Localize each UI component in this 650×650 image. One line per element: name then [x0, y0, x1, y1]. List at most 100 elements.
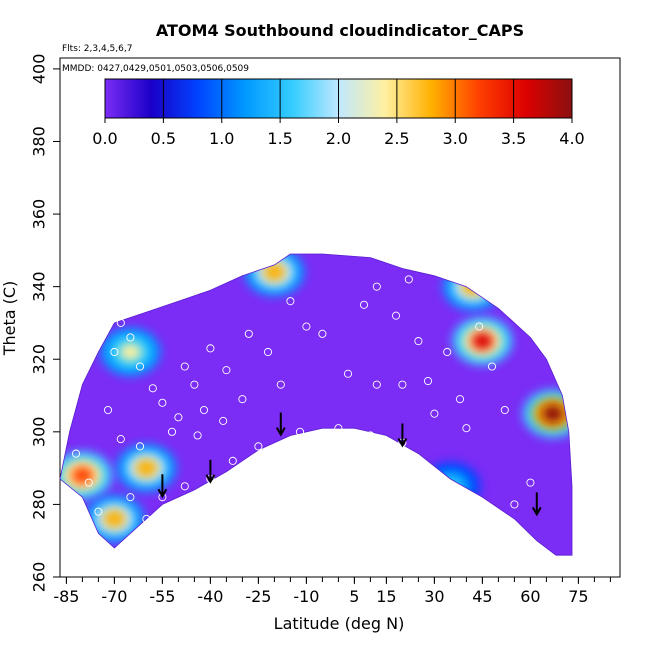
y-tick-label: 380: [30, 126, 49, 157]
observation-point: [343, 369, 353, 378]
data-domain: [59, 253, 573, 556]
observation-point: [372, 380, 381, 389]
observation-point: [276, 380, 285, 389]
x-tick-label: -85: [53, 587, 79, 606]
y-tick-label: 320: [30, 344, 49, 375]
observation-point: [116, 435, 125, 444]
observation-point: [238, 395, 247, 404]
colorbar-tick-label: 0.0: [92, 129, 117, 148]
observation-point: [167, 427, 177, 436]
y-tick-label: 260: [30, 562, 49, 593]
observation-point: [142, 514, 151, 523]
observation-point: [391, 311, 401, 320]
x-axis: -85 -70 -55 -40 -25 -10 5 15 30 45 60 75: [53, 577, 611, 606]
observation-point: [206, 344, 215, 353]
colorbar-tick-label: 3.5: [501, 129, 526, 148]
x-tick-label: 60: [520, 587, 540, 606]
observation-point: [359, 300, 369, 309]
observation-point: [71, 449, 81, 458]
x-tick-label: -10: [293, 587, 319, 606]
observation-point: [193, 431, 202, 440]
observation-point: [455, 395, 465, 404]
x-tick-label: -70: [101, 587, 127, 606]
wind-arrows: [157, 412, 542, 517]
y-tick-label: 300: [30, 417, 49, 448]
observation-point: [116, 318, 125, 327]
hotspot-blob: [471, 332, 494, 350]
y-tick-label: 360: [30, 199, 49, 230]
observation-point: [398, 380, 407, 389]
colorbar-tick-label: 1.0: [209, 129, 234, 148]
wind-arrow-head: [157, 488, 168, 499]
observation-point: [180, 482, 189, 491]
domain-outline: [59, 253, 573, 556]
observation-point: [103, 405, 113, 415]
observation-point: [222, 366, 231, 375]
x-tick-label: 75: [568, 587, 588, 606]
colorbar-tick-label: 3.0: [443, 129, 468, 148]
colorbar-tick-label: 0.5: [151, 129, 176, 148]
observation-point: [244, 329, 253, 338]
flights-subtitle: Flts: 2,3,4,5,6,7: [62, 44, 132, 54]
observation-point: [462, 424, 471, 433]
observation-point: [366, 431, 375, 440]
observation-point: [430, 409, 439, 418]
observation-point: [135, 362, 145, 371]
hotspot-blob: [135, 459, 158, 477]
y-tick-label: 400: [30, 54, 49, 85]
observation-point: [443, 347, 452, 357]
observation-point: [158, 398, 167, 407]
x-tick-label: 5: [349, 587, 359, 606]
observation-point: [526, 478, 535, 487]
observation-point: [78, 355, 87, 364]
observation-point: [94, 507, 103, 516]
observation-point: [302, 322, 311, 331]
observation-point: [148, 384, 157, 393]
wind-arrow-head: [397, 437, 408, 448]
wind-arrow-head: [275, 427, 286, 437]
chart-title: ATOM4 Southbound cloudindicator_CAPS: [156, 21, 524, 40]
y-axis-label: Theta (C): [0, 281, 19, 357]
observation-point: [510, 500, 519, 509]
observation-point: [286, 297, 295, 306]
observation-point: [126, 493, 135, 502]
hotspot-blob: [263, 263, 286, 281]
observation-point: [475, 322, 484, 331]
colorbar-tick-label: 4.0: [559, 129, 584, 148]
observation-point: [334, 424, 343, 433]
observation-point: [263, 347, 273, 357]
observation-point: [414, 337, 423, 346]
hotspot-blob: [103, 510, 126, 528]
observation-point: [404, 275, 413, 284]
observation-point: [84, 478, 93, 487]
observation-point: [126, 333, 135, 342]
domain-fill: [60, 254, 572, 556]
y-axis: 260 280 300 320 340 360 380 400: [30, 54, 60, 593]
x-tick-label: 30: [424, 587, 444, 606]
x-tick-label: 15: [376, 587, 396, 606]
observation-point: [372, 282, 381, 291]
observation-point: [180, 362, 189, 371]
x-axis-label: Latitude (deg N): [274, 614, 405, 633]
observation-point: [295, 427, 305, 436]
y-tick-label: 280: [30, 489, 49, 520]
x-tick-label: -25: [245, 587, 271, 606]
wind-arrow-head: [205, 474, 216, 484]
y-tick-label: 340: [30, 271, 49, 302]
dates-subtitle: MMDD: 0427,0429,0501,0503,0506,0509: [62, 64, 249, 74]
hotspot-blob: [71, 466, 94, 485]
observation-point: [110, 347, 119, 357]
observation-point: [500, 405, 509, 415]
observation-point: [199, 405, 209, 415]
observation-point: [228, 456, 237, 465]
colorbar-tick-label: 2.5: [384, 129, 409, 148]
observation-point: [174, 413, 183, 422]
hotspot-blob: [119, 343, 142, 361]
x-tick-label: -40: [197, 587, 223, 606]
observation-points: [71, 275, 535, 523]
wind-arrow-head: [531, 506, 542, 517]
hotspot-blob: [541, 404, 564, 423]
observation-point: [219, 416, 228, 425]
